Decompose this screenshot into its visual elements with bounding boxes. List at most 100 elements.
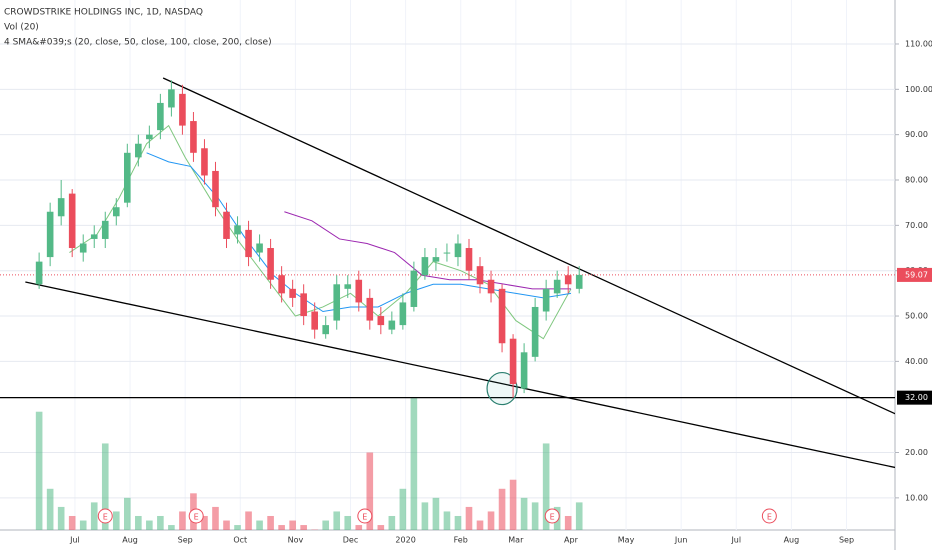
candle-body (355, 279, 363, 303)
x-tick-label: Sep (178, 536, 193, 545)
volume-bar (377, 525, 385, 530)
candle-body (223, 211, 230, 239)
y-tick-label: 80.00 (905, 176, 928, 185)
indicator-label: Vol (20) (4, 23, 39, 33)
x-tick-label: Dec (343, 536, 358, 545)
candle-body (146, 134, 153, 140)
candle-body (212, 170, 219, 208)
candle-body (575, 274, 583, 289)
x-tick-label: Jul (730, 536, 741, 545)
earnings-label: E (194, 513, 199, 522)
sma-line (146, 152, 572, 313)
x-tick-label: Jun (674, 536, 688, 545)
trend-line (25, 281, 895, 469)
earnings-marker (357, 508, 373, 524)
volume-pane (35, 398, 583, 530)
chart-title: CROWDSTRIKE HOLDINGS INC, 1D, NASDAQ (4, 8, 203, 18)
axes: Jul Aug Sep Oct Nov Dec 2020 Feb Mar Apr May Jun Jul… (69, 39, 932, 545)
volume-bar (333, 511, 341, 530)
volume-bar (421, 502, 429, 530)
volume-bar (322, 520, 330, 530)
candle-body (46, 211, 54, 258)
volume-bar (487, 511, 495, 530)
candle-body (509, 338, 517, 385)
candle-body (399, 302, 407, 326)
volume-bar (531, 502, 539, 530)
volume-bar (234, 525, 241, 530)
volume-bar (366, 452, 374, 530)
volume-bar (542, 443, 550, 530)
candle-body (498, 288, 506, 344)
volume-bar (90, 502, 98, 530)
candle-body (256, 243, 263, 253)
candles (35, 80, 583, 398)
earnings-marker (761, 508, 777, 524)
volume-bar (399, 488, 407, 530)
volume-bar (179, 511, 186, 530)
candle-body (366, 297, 374, 321)
candle-body (487, 279, 495, 294)
candle-body (112, 207, 120, 217)
volume-bar (564, 515, 572, 530)
volume-bar (410, 398, 418, 530)
candle-body (421, 257, 429, 276)
candle-body (520, 352, 528, 389)
volume-bar (123, 497, 131, 530)
y-tick-label: 90.00 (905, 130, 928, 139)
candle-body (322, 325, 330, 335)
candle-body (123, 152, 131, 203)
candle-body (179, 93, 186, 126)
candle-body (531, 306, 539, 357)
grid (0, 0, 895, 530)
x-tick-label: May (618, 536, 635, 545)
last-price-badge (897, 267, 932, 282)
support-label: 32.00 (905, 393, 928, 402)
trend-line (162, 77, 895, 415)
candle-body (245, 229, 252, 258)
candle-body (101, 220, 109, 239)
volume-bar (267, 515, 274, 530)
y2-tick-label: 10.00 (905, 493, 928, 502)
candle-body (190, 121, 197, 153)
candle-body (168, 89, 175, 108)
y-tick-label: 100.00 (905, 85, 932, 94)
volume-bar (135, 515, 142, 530)
indicators (0, 77, 895, 469)
volume-bar (223, 520, 230, 530)
candle-body (234, 225, 241, 235)
candle-body (311, 311, 318, 330)
candle-body (135, 143, 142, 158)
candle-body (476, 266, 484, 285)
volume-bar (465, 506, 473, 530)
volume-bar (454, 515, 462, 530)
candle-body (553, 279, 561, 294)
candle-body (201, 148, 208, 176)
earnings-marker (188, 508, 204, 524)
candle-body (333, 284, 341, 321)
indicator-label: 4 SMA&#039;s (20, close, 50, close, 100,… (4, 38, 272, 48)
sma-line (69, 124, 572, 340)
earnings-label: E (767, 513, 772, 522)
candle-body (377, 316, 385, 326)
x-tick-label: Aug (122, 536, 138, 545)
volume-bar (101, 443, 109, 530)
candle-body (388, 320, 396, 330)
x-tick-label: Nov (288, 536, 304, 545)
candle-body (432, 257, 440, 262)
y-tick-label: 40.00 (905, 357, 928, 366)
volume-bar (79, 520, 87, 530)
candle-body (68, 193, 76, 249)
candle-body (267, 248, 274, 280)
candle-body (410, 270, 418, 307)
candle-body (344, 284, 352, 289)
candle-body (157, 102, 164, 131)
volume-bar (344, 515, 352, 530)
x-tick-label: Sep (839, 536, 854, 545)
sma-line (284, 211, 571, 290)
candle-body (443, 252, 451, 254)
volume-bar (575, 502, 583, 530)
volume-bar (245, 511, 252, 530)
earnings-marker (97, 508, 113, 524)
y-tick-label: 110.00 (905, 39, 932, 48)
x-tick-label: Aug (784, 536, 800, 545)
